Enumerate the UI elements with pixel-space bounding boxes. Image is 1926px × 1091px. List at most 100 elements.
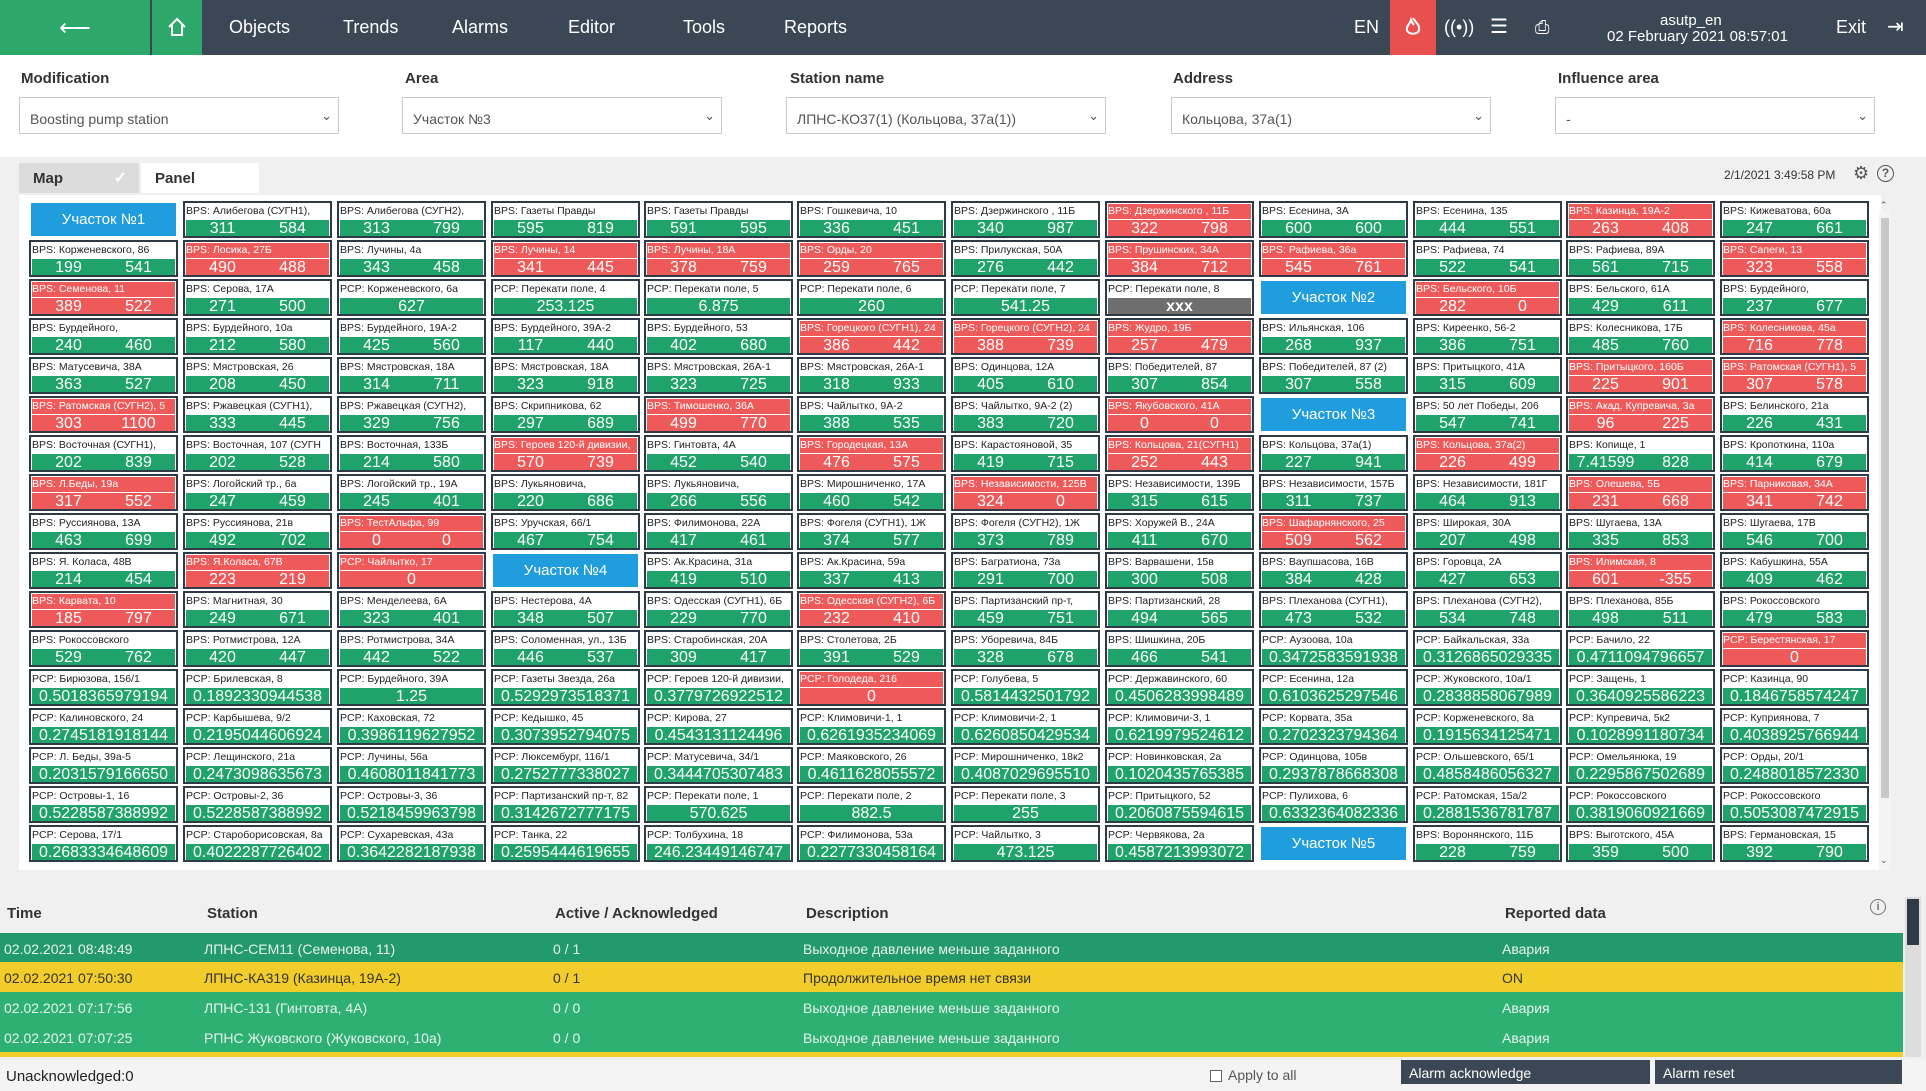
station-tile[interactable]: PCP: Газеты Звезда, 26а 0.5292973518371 (491, 669, 640, 706)
station-tile[interactable]: BPS: Копище, 1 7.41599 828 (1566, 435, 1715, 472)
station-tile[interactable]: BPS: Ржавецкая (СУГН2), 329 756 (337, 396, 486, 433)
station-tile[interactable]: BPS: Шугаева, 13А 335 853 (1566, 513, 1715, 550)
station-tile[interactable]: BPS: Матусевича, 38А 363 527 (29, 357, 178, 394)
station-tile[interactable]: BPS: Алибегова (СУГН1), 311 584 (183, 201, 332, 238)
station-tile[interactable]: BPS: Шафарнянского, 25 509 562 (1259, 513, 1408, 550)
station-tile[interactable]: BPS: Акад. Купревича, 3а 96 225 (1566, 396, 1715, 433)
station-tile[interactable]: BPS: Багратиона, 73а 291 700 (951, 552, 1100, 589)
station-tile[interactable]: BPS: Колесникова, 17Б 485 760 (1566, 318, 1715, 355)
station-tile[interactable]: BPS: Лукьяновича, 220 686 (491, 474, 640, 511)
station-select[interactable]: ЛПНС-КО37(1) (Кольцова, 37а(1)) ⌄ (786, 97, 1106, 134)
station-tile[interactable]: PCP: Островы-2, 36 0.5228587388992 (183, 786, 332, 823)
station-tile[interactable]: PCP: Есенина, 12а 0.6103625297546 (1259, 669, 1408, 706)
area-header[interactable]: Участок №5 (1259, 825, 1408, 862)
station-tile[interactable]: BPS: Бельского, 10Б 282 0 (1413, 279, 1562, 316)
influence-select[interactable]: - ⌄ (1555, 97, 1875, 134)
station-tile[interactable]: BPS: Уручская, 66/1 467 754 (491, 513, 640, 550)
broadcast-icon[interactable]: ((•)) (1444, 17, 1475, 37)
station-tile[interactable]: BPS: Есенина, 3А 600 600 (1259, 201, 1408, 238)
station-tile[interactable]: BPS: Лучины, 14 341 445 (491, 240, 640, 277)
station-tile[interactable]: BPS: Колесникова, 45а 716 778 (1720, 318, 1869, 355)
station-tile[interactable]: BPS: Независимости, 157Б 311 737 (1259, 474, 1408, 511)
station-tile[interactable]: PCP: Серова, 17/1 0.2683334648609 (29, 825, 178, 862)
station-tile[interactable]: BPS: Якубовского, 41А 0 0 (1105, 396, 1254, 433)
station-tile[interactable]: BPS: Гинтовта, 4А 452 540 (644, 435, 793, 472)
station-tile[interactable]: BPS: Столетова, 2Б 391 529 (797, 630, 946, 667)
station-tile[interactable]: PCP: Голодеда, 216 0 (797, 669, 946, 706)
station-tile[interactable]: BPS: Плеханова, 85Б 498 511 (1566, 591, 1715, 628)
station-tile[interactable]: PCP: Толбухина, 18 246.23449146747 (644, 825, 793, 862)
station-tile[interactable]: BPS: Ротмистрова, 12А 420 447 (183, 630, 332, 667)
alarm-scroll-thumb[interactable] (1907, 899, 1919, 945)
station-tile[interactable]: PCP: Аузоова, 10а 0.3472583591938 (1259, 630, 1408, 667)
scroll-thumb[interactable] (1881, 218, 1889, 798)
station-tile[interactable]: BPS: Прилукская, 50А 276 442 (951, 240, 1100, 277)
station-tile[interactable]: PCP: Корженевского, 8а 0.1915634125471 (1413, 708, 1562, 745)
station-tile[interactable]: PCP: Л. Беды, 39а-5 0.2031579166650 (29, 747, 178, 784)
list-icon[interactable]: ☰ (1490, 16, 1508, 38)
station-tile[interactable]: BPS: Орды, 20 259 765 (797, 240, 946, 277)
station-tile[interactable]: BPS: Лучины, 18А 378 759 (644, 240, 793, 277)
station-tile[interactable]: BPS: Уборевича, 84Б 328 678 (951, 630, 1100, 667)
station-tile[interactable]: BPS: Логойский тр., 6а 247 459 (183, 474, 332, 511)
alarm-scrollbar[interactable] (1905, 897, 1921, 1057)
station-tile[interactable]: BPS: Широкая, 30А 207 498 (1413, 513, 1562, 550)
station-tile[interactable]: BPS: Притыцкого, 41А 315 609 (1413, 357, 1562, 394)
station-tile[interactable]: PCP: Байкальская, 33а 0.3126865029335 (1413, 630, 1562, 667)
station-tile[interactable]: PCP: Новинковская, 2а 0.1020435765385 (1105, 747, 1254, 784)
station-tile[interactable]: PCP: Климовичи-3, 1 0.6219979524612 (1105, 708, 1254, 745)
alarm-acknowledge-button[interactable]: Alarm acknowledge (1401, 1060, 1650, 1084)
station-tile[interactable]: BPS: Бурдейного, 19А-2 425 560 (337, 318, 486, 355)
station-tile[interactable]: BPS: Серова, 17А 271 500 (183, 279, 332, 316)
station-tile[interactable]: BPS: Ржавецкая (СУГН1), 333 445 (183, 396, 332, 433)
station-tile[interactable]: BPS: Партизанский, 28 494 565 (1105, 591, 1254, 628)
station-tile[interactable]: BPS: Бурдейного, 10а 212 580 (183, 318, 332, 355)
station-tile[interactable]: PCP: Лучины, 56а 0.4608011841773 (337, 747, 486, 784)
station-tile[interactable]: BPS: Германовская, 15 392 790 (1720, 825, 1869, 862)
station-tile[interactable]: BPS: Независимости, 181Г 464 913 (1413, 474, 1562, 511)
station-tile[interactable]: PCP: Матусевича, 34/1 0.3444705307483 (644, 747, 793, 784)
station-tile[interactable]: PCP: Корженевского, 6а 627 (337, 279, 486, 316)
station-tile[interactable]: BPS: Мястровская, 26 208 450 (183, 357, 332, 394)
station-tile[interactable]: PCP: Люксембург, 116/1 0.2752777338027 (491, 747, 640, 784)
station-tile[interactable]: PCP: Партизанский пр-т, 82 0.314267277717… (491, 786, 640, 823)
station-tile[interactable]: BPS: Шугаева, 17В 546 700 (1720, 513, 1869, 550)
help-icon[interactable]: ? (1877, 165, 1894, 182)
apply-all-checkbox[interactable] (1210, 1070, 1222, 1082)
station-tile[interactable]: PCP: Чайлытко, 3 473.125 (951, 825, 1100, 862)
station-tile[interactable]: PCP: Калиновского, 24 0.2745181918144 (29, 708, 178, 745)
station-tile[interactable]: PCP: Перекати поле, 3 255 (951, 786, 1100, 823)
exit-icon[interactable]: ⇥ (1887, 16, 1904, 38)
station-tile[interactable]: BPS: Лучины, 4а 343 458 (337, 240, 486, 277)
station-tile[interactable]: BPS: Олешева, 5Б 231 668 (1566, 474, 1715, 511)
station-tile[interactable]: BPS: Лосика, 27Б 490 488 (183, 240, 332, 277)
station-tile[interactable]: PCP: Защень, 1 0.3640925586223 (1566, 669, 1715, 706)
station-tile[interactable]: BPS: Парниковая, 34А 341 742 (1720, 474, 1869, 511)
station-tile[interactable]: BPS: Казинца, 19А-2 263 408 (1566, 201, 1715, 238)
station-tile[interactable]: BPS: Дзержинского , 11Б 322 798 (1105, 201, 1254, 238)
station-tile[interactable]: BPS: Прушинских, 34А 384 712 (1105, 240, 1254, 277)
station-tile[interactable]: BPS: Одинцова, 12А 405 610 (951, 357, 1100, 394)
station-tile[interactable]: BPS: Плеханова (СУГН2), 534 748 (1413, 591, 1562, 628)
station-tile[interactable]: BPS: Независимости, 125В 324 0 (951, 474, 1100, 511)
station-tile[interactable]: PCP: Перекати поле, 4 253.125 (491, 279, 640, 316)
station-tile[interactable]: BPS: Плеханова (СУГН1), 473 532 (1259, 591, 1408, 628)
station-tile[interactable]: BPS: Кольцова, 37а(1) 227 941 (1259, 435, 1408, 472)
alarm-row[interactable]: 02.02.2021 07:17:56 ЛПНС-131 (Гинтовта, 4… (0, 992, 1903, 1022)
station-tile[interactable]: BPS: Фогеля (СУГН2), 1Ж 373 789 (951, 513, 1100, 550)
tab-map[interactable]: Map ✓ (19, 163, 139, 193)
station-tile[interactable]: BPS: Алибегова (СУГН2), 313 799 (337, 201, 486, 238)
station-tile[interactable]: BPS: Мястровская, 18А 323 918 (491, 357, 640, 394)
station-tile[interactable]: BPS: Мястровская, 26А-1 323 725 (644, 357, 793, 394)
station-tile[interactable]: BPS: Ваупшасова, 16В 384 428 (1259, 552, 1408, 589)
station-tile[interactable]: BPS: Чайлытко, 9А-2 (2) 383 720 (951, 396, 1100, 433)
station-tile[interactable]: BPS: Гошкевича, 10 336 451 (797, 201, 946, 238)
station-tile[interactable]: BPS: Фогеля (СУГН1), 1Ж 374 577 (797, 513, 946, 550)
station-tile[interactable]: BPS: Рокоссовского 529 762 (29, 630, 178, 667)
station-tile[interactable]: PCP: Бурдейного, 39А 1.25 (337, 669, 486, 706)
station-tile[interactable]: PCP: Купревича, 5к2 0.1028991180734 (1566, 708, 1715, 745)
station-tile[interactable]: BPS: Руссиянова, 13А 463 699 (29, 513, 178, 550)
language-switch[interactable]: EN (1354, 17, 1380, 37)
station-tile[interactable]: BPS: Бурдейного, 53 402 680 (644, 318, 793, 355)
station-tile[interactable]: PCP: Ратомская, 15а/2 0.2881536781787 (1413, 786, 1562, 823)
